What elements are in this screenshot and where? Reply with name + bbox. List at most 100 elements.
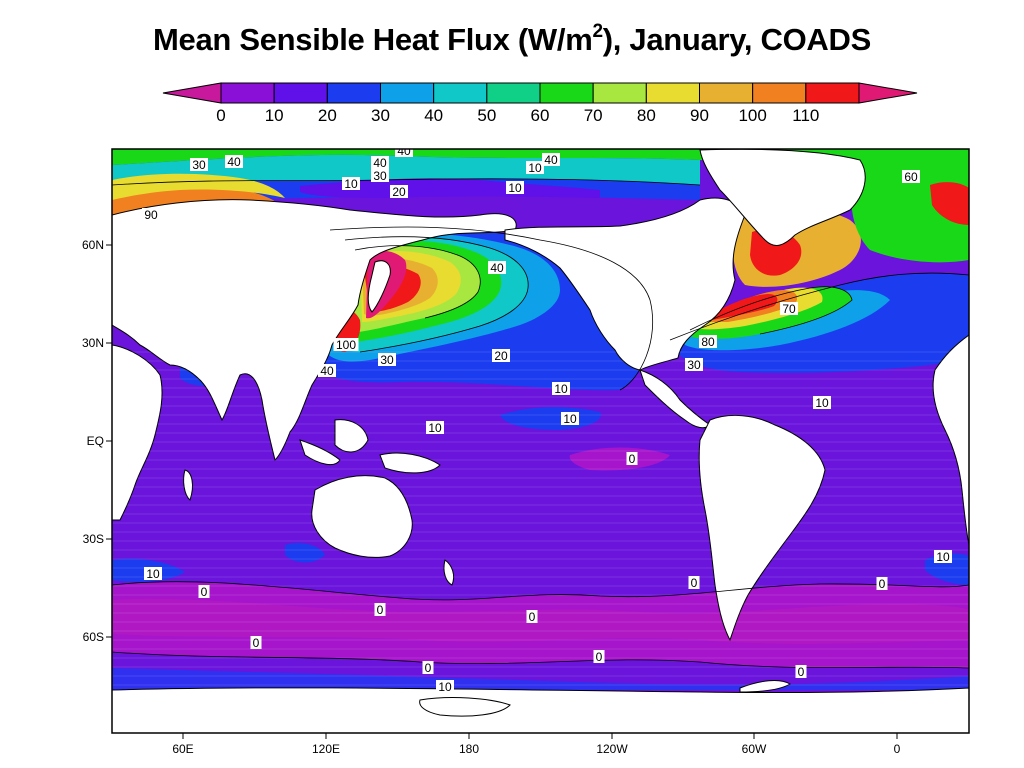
contour-label: 10 <box>554 382 568 396</box>
lon-label-0: 0 <box>894 742 901 756</box>
colorbar-box <box>805 82 860 104</box>
colorbar-box <box>380 82 435 104</box>
contour-label-box <box>142 208 160 221</box>
colorbar: 0 10 20 30 40 50 60 70 80 90 100 110 <box>162 82 918 125</box>
contour-label-box <box>342 177 360 190</box>
contour-label: 100 <box>336 338 356 352</box>
colorbar-tick-label: 40 <box>424 106 443 125</box>
contour-label: 30 <box>192 158 206 172</box>
lon-label-60w: 60W <box>742 742 767 756</box>
contour-label: 20 <box>392 185 406 199</box>
contour-label: 0 <box>253 636 260 650</box>
contour-label: 40 <box>490 261 504 275</box>
contour-label-box <box>144 567 162 580</box>
colorbar-tick-label: 50 <box>477 106 496 125</box>
contour-label-box <box>876 577 888 590</box>
contour-label: 10 <box>936 550 950 564</box>
colorbar-tick-label: 70 <box>584 106 603 125</box>
colorbar-box <box>592 82 647 104</box>
contour-label: 0 <box>529 610 536 624</box>
contour-label: 10 <box>815 396 829 410</box>
colorbar-tick-label: 10 <box>265 106 284 125</box>
contour-label: 0 <box>425 661 432 675</box>
eurasia-land <box>112 199 517 461</box>
contour-label-box <box>780 302 798 315</box>
lon-label-60e: 60E <box>172 742 193 756</box>
contour-label-box <box>190 158 208 171</box>
southern-ocean-band-inner <box>112 598 969 645</box>
colorbar-box <box>326 82 382 104</box>
borneo-land <box>334 419 369 453</box>
colorbar-tick-label: 0 <box>216 106 225 125</box>
contour-label-box <box>378 353 396 366</box>
lat-label-30s: 30S <box>83 532 104 546</box>
contour-label-box <box>492 349 510 362</box>
norway-sea-yellow <box>112 173 285 200</box>
contour-label-box <box>333 338 359 351</box>
lat-label-30n: 30N <box>82 336 104 350</box>
contour-line-gulfstream-mid <box>689 286 853 335</box>
contour-label-box <box>526 610 538 623</box>
title-superscript: 2 <box>592 20 603 42</box>
chart-title: Mean Sensible Heat Flux (W/m2), January,… <box>0 20 1024 58</box>
japan-land <box>367 260 391 313</box>
contour-label: 40 <box>227 155 241 169</box>
colorbar-tick-label: 20 <box>318 106 337 125</box>
contour-label-box <box>250 636 262 649</box>
contour-label: 0 <box>629 452 636 466</box>
contour-label: 10 <box>508 181 522 195</box>
antarctic-coast-blue <box>112 668 969 690</box>
contour-line-kuroshio-inner <box>354 245 481 319</box>
contour-label: 10 <box>563 412 577 426</box>
lon-label-180: 180 <box>459 742 479 756</box>
contour-label-box <box>561 412 579 425</box>
contour-label-box <box>593 650 605 663</box>
norwegian-sea-red <box>930 182 969 225</box>
north-america-land <box>504 197 746 371</box>
greenland-land <box>699 149 866 246</box>
contour-label-box <box>813 396 831 409</box>
contour-label-box <box>390 185 408 198</box>
contour-label: 60 <box>904 170 918 184</box>
contour-label-box <box>552 382 570 395</box>
antarctica-land <box>112 687 969 733</box>
lat-label-60n: 60N <box>82 238 104 252</box>
contour-label-box <box>542 153 560 166</box>
colorbar-boxes <box>220 82 860 104</box>
arctic-violet <box>300 178 600 198</box>
contour-line-gulfstream-outer <box>669 272 969 341</box>
contour-label-box <box>436 680 454 693</box>
colorbar-box <box>486 82 541 104</box>
lat-label-eq: EQ <box>87 434 104 448</box>
contour-label: 40 <box>320 364 334 378</box>
contour-label: 10 <box>438 680 452 694</box>
colorbar-box <box>273 82 328 104</box>
title-main: Mean Sensible Heat Flux (W/m <box>153 22 593 57</box>
map-area: 30 40904040301020401010604010030402010101… <box>112 149 969 733</box>
contour-label: 10 <box>428 421 442 435</box>
sumatra-land <box>299 439 341 466</box>
contour-label-box <box>198 585 210 598</box>
contour-label: 0 <box>201 585 208 599</box>
colorbar-box <box>433 82 488 104</box>
contour-label: 10 <box>344 177 358 191</box>
colorbar-box <box>539 82 594 104</box>
contour-line-kuroshio-mid <box>344 236 529 353</box>
contour-labels: 30 40904040301020401010604010030402010101… <box>142 149 952 694</box>
contour-label-box <box>371 156 389 169</box>
colorbar-tick-label: 110 <box>792 106 819 125</box>
contour-label-box <box>506 181 524 194</box>
africa-west-land <box>932 334 969 546</box>
contour-label-box <box>488 261 506 274</box>
colorbar-box <box>752 82 807 104</box>
colorbar-box <box>699 82 754 104</box>
colorbar-over-arrow <box>858 82 918 104</box>
contour-label-box <box>225 155 243 168</box>
longitude-axis: 60E 120E 180 120W 60W 0 <box>172 733 901 756</box>
colorbar-box <box>220 82 275 104</box>
contour-label: 10 <box>146 567 160 581</box>
contour-label-box <box>688 576 700 589</box>
contour-label-box <box>318 364 336 377</box>
colorbar-ticks: 0 10 20 30 40 50 60 70 80 90 100 110 <box>216 106 819 125</box>
